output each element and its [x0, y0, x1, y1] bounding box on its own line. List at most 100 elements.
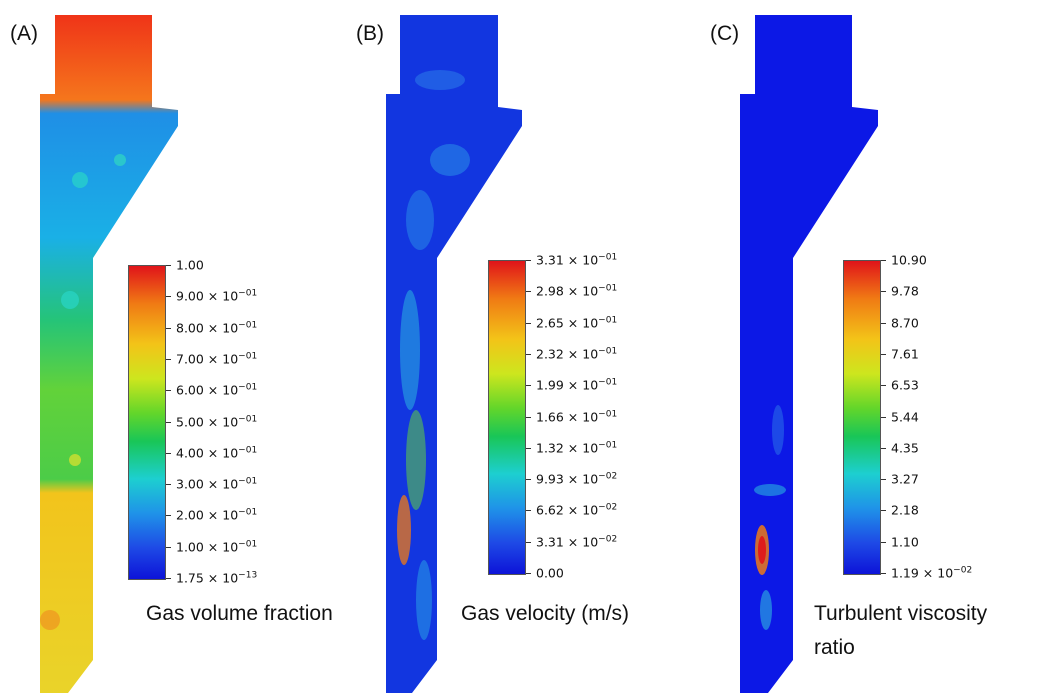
tick-mark: [526, 260, 531, 261]
tick-mantissa: 8.00 × 10: [176, 320, 239, 336]
tick-mantissa: 9.00 × 10: [176, 288, 239, 304]
tick-label: 3.31 × 10−02: [536, 534, 617, 549]
panel-label: (C): [710, 22, 740, 45]
tick-mark: [526, 541, 531, 543]
caption-line: ratio: [814, 636, 855, 659]
tick-label: 2.32 × 10−01: [536, 346, 617, 361]
tick-mantissa: 4.35: [891, 440, 919, 456]
color-scale-bar: [843, 260, 881, 575]
tick-mantissa: 6.53: [891, 377, 919, 393]
tick-mark: [166, 265, 171, 266]
color-scale-bar: [128, 265, 166, 580]
tick-label: 5.00 × 10−01: [176, 414, 257, 429]
tick-label: 5.44: [891, 409, 919, 424]
color-scale-caption: Gas velocity (m/s): [461, 597, 629, 631]
tick-mark: [526, 385, 531, 387]
tick-mantissa: 2.18: [891, 502, 919, 518]
caption-line: Gas volume fraction: [146, 602, 333, 625]
caption-line: Turbulent viscosity: [814, 602, 988, 625]
tick-exponent: −02: [598, 502, 618, 513]
tick-label: 1.75 × 10−13: [176, 570, 257, 585]
tick-exponent: −01: [598, 283, 618, 294]
tick-mantissa: 2.98 × 10: [536, 283, 599, 299]
tick-label: 9.93 × 10−02: [536, 472, 617, 487]
tick-mantissa: 3.00 × 10: [176, 476, 239, 492]
tick-mark: [526, 573, 531, 574]
tick-mark: [526, 322, 531, 324]
panel-c: (C) 10.90 9.78 8.70 7.61 6.53 5.44 4.35 3.27 2.1…: [700, 0, 1037, 695]
tick-label: 1.19 × 10−02: [891, 565, 972, 580]
tick-exponent: −01: [598, 440, 618, 451]
tick-mark: [881, 385, 886, 387]
tick-mantissa: 1.99 × 10: [536, 377, 599, 393]
tick-mark: [166, 390, 171, 392]
tick-mantissa: 5.00 × 10: [176, 414, 239, 430]
tick-exponent: −13: [238, 570, 258, 581]
panel-a: (A) 1.00 9.00 × 10−01 8.00 × 10−01 7.00 × 1…: [0, 0, 350, 695]
tick-mark: [881, 291, 886, 293]
panel-b: (B) 3.31 × 10−01 2.98 × 10−01 2.65 × 10−01…: [350, 0, 700, 695]
tick-exponent: −01: [238, 320, 258, 331]
tick-exponent: −02: [598, 471, 618, 482]
tick-mantissa: 2.65 × 10: [536, 315, 599, 331]
tick-mantissa: 10.90: [891, 252, 927, 268]
tick-mark: [881, 573, 886, 574]
tick-mantissa: 3.27: [891, 471, 919, 487]
tick-mark: [881, 447, 886, 449]
tick-mark: [166, 452, 171, 454]
tick-label: 2.65 × 10−01: [536, 315, 617, 330]
tick-mark: [526, 416, 531, 418]
tick-exponent: −02: [598, 534, 618, 545]
color-scale-caption: Turbulent viscosity ratio: [814, 597, 987, 665]
tick-mark: [526, 291, 531, 293]
tick-mark: [881, 541, 886, 543]
tick-label: 4.35: [891, 440, 919, 455]
tick-label: 9.78: [891, 284, 919, 299]
tick-mantissa: 1.32 × 10: [536, 440, 599, 456]
tick-exponent: −01: [238, 288, 258, 299]
tick-label: 7.61: [891, 346, 919, 361]
tick-label: 1.66 × 10−01: [536, 409, 617, 424]
tick-mantissa: 1.75 × 10: [176, 570, 239, 586]
tick-label: 1.99 × 10−01: [536, 378, 617, 393]
tick-mark: [166, 515, 171, 517]
tick-mark: [166, 358, 171, 360]
tick-mantissa: 9.93 × 10: [536, 471, 599, 487]
tick-mantissa: 1.19 × 10: [891, 565, 954, 581]
tick-mark: [526, 479, 531, 481]
tick-mantissa: 2.32 × 10: [536, 346, 599, 362]
color-scale-bar: [488, 260, 526, 575]
tick-mark: [166, 296, 171, 298]
tick-mantissa: 8.70: [891, 315, 919, 331]
tick-label: 6.00 × 10−01: [176, 383, 257, 398]
tick-mark: [881, 260, 886, 261]
tick-label: 2.18: [891, 503, 919, 518]
tick-mantissa: 1.00 × 10: [176, 539, 239, 555]
tick-mark: [526, 447, 531, 449]
tick-exponent: −01: [238, 507, 258, 518]
tick-label: 1.00 × 10−01: [176, 539, 257, 554]
tick-label: 3.31 × 10−01: [536, 252, 617, 267]
tick-mantissa: 5.44: [891, 409, 919, 424]
tick-mark: [166, 327, 171, 329]
tick-exponent: −01: [238, 413, 258, 424]
tick-label: 6.62 × 10−02: [536, 503, 617, 518]
tick-exponent: −01: [598, 377, 618, 388]
tick-mantissa: 1.10: [891, 534, 919, 550]
tick-label: 1.32 × 10−01: [536, 440, 617, 455]
tick-label: 2.98 × 10−01: [536, 284, 617, 299]
tick-exponent: −01: [598, 408, 618, 419]
panel-label: (B): [356, 22, 384, 45]
tick-mantissa: 7.00 × 10: [176, 351, 239, 367]
tick-label: 4.00 × 10−01: [176, 445, 257, 460]
tick-exponent: −01: [598, 315, 618, 326]
tick-label: 8.00 × 10−01: [176, 320, 257, 335]
tick-mantissa: 3.31 × 10: [536, 534, 599, 550]
tick-label: 3.27: [891, 472, 919, 487]
tick-mantissa: 2.00 × 10: [176, 507, 239, 523]
tick-exponent: −01: [238, 539, 258, 550]
tick-mantissa: 4.00 × 10: [176, 445, 239, 461]
tick-mark: [166, 421, 171, 423]
tick-mark: [881, 353, 886, 355]
caption-line: Gas velocity (m/s): [461, 602, 630, 625]
